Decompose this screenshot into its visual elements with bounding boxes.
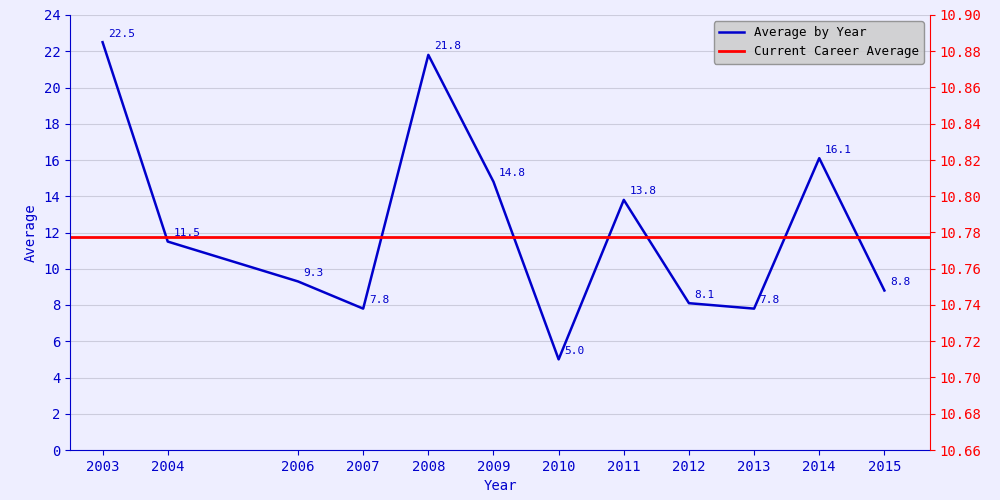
Average by Year: [357, 306, 369, 312]
Average by Year: [422, 52, 434, 58]
Legend: Average by Year, Current Career Average: Average by Year, Current Career Average: [714, 21, 924, 63]
Average by Year: [553, 356, 565, 362]
Average by Year: [162, 238, 174, 244]
Y-axis label: Average: Average: [24, 203, 38, 262]
Average by Year: [618, 197, 630, 203]
Text: 16.1: 16.1: [825, 144, 852, 154]
Line: Average by Year: Average by Year: [103, 42, 884, 360]
Text: 21.8: 21.8: [434, 42, 461, 51]
X-axis label: Year: Year: [483, 480, 517, 494]
Text: 14.8: 14.8: [499, 168, 526, 178]
Text: 22.5: 22.5: [108, 28, 135, 38]
Average by Year: [683, 300, 695, 306]
Text: 5.0: 5.0: [564, 346, 584, 356]
Text: 7.8: 7.8: [760, 295, 780, 305]
Average by Year: [748, 306, 760, 312]
Average by Year: [487, 178, 499, 184]
Text: 7.8: 7.8: [369, 295, 389, 305]
Text: 13.8: 13.8: [629, 186, 656, 196]
Text: 11.5: 11.5: [173, 228, 200, 238]
Average by Year: [97, 39, 109, 45]
Average by Year: [292, 278, 304, 284]
Average by Year: [813, 155, 825, 161]
Average by Year: [878, 288, 890, 294]
Text: 8.8: 8.8: [890, 277, 910, 287]
Text: 9.3: 9.3: [304, 268, 324, 278]
Text: 8.1: 8.1: [694, 290, 715, 300]
